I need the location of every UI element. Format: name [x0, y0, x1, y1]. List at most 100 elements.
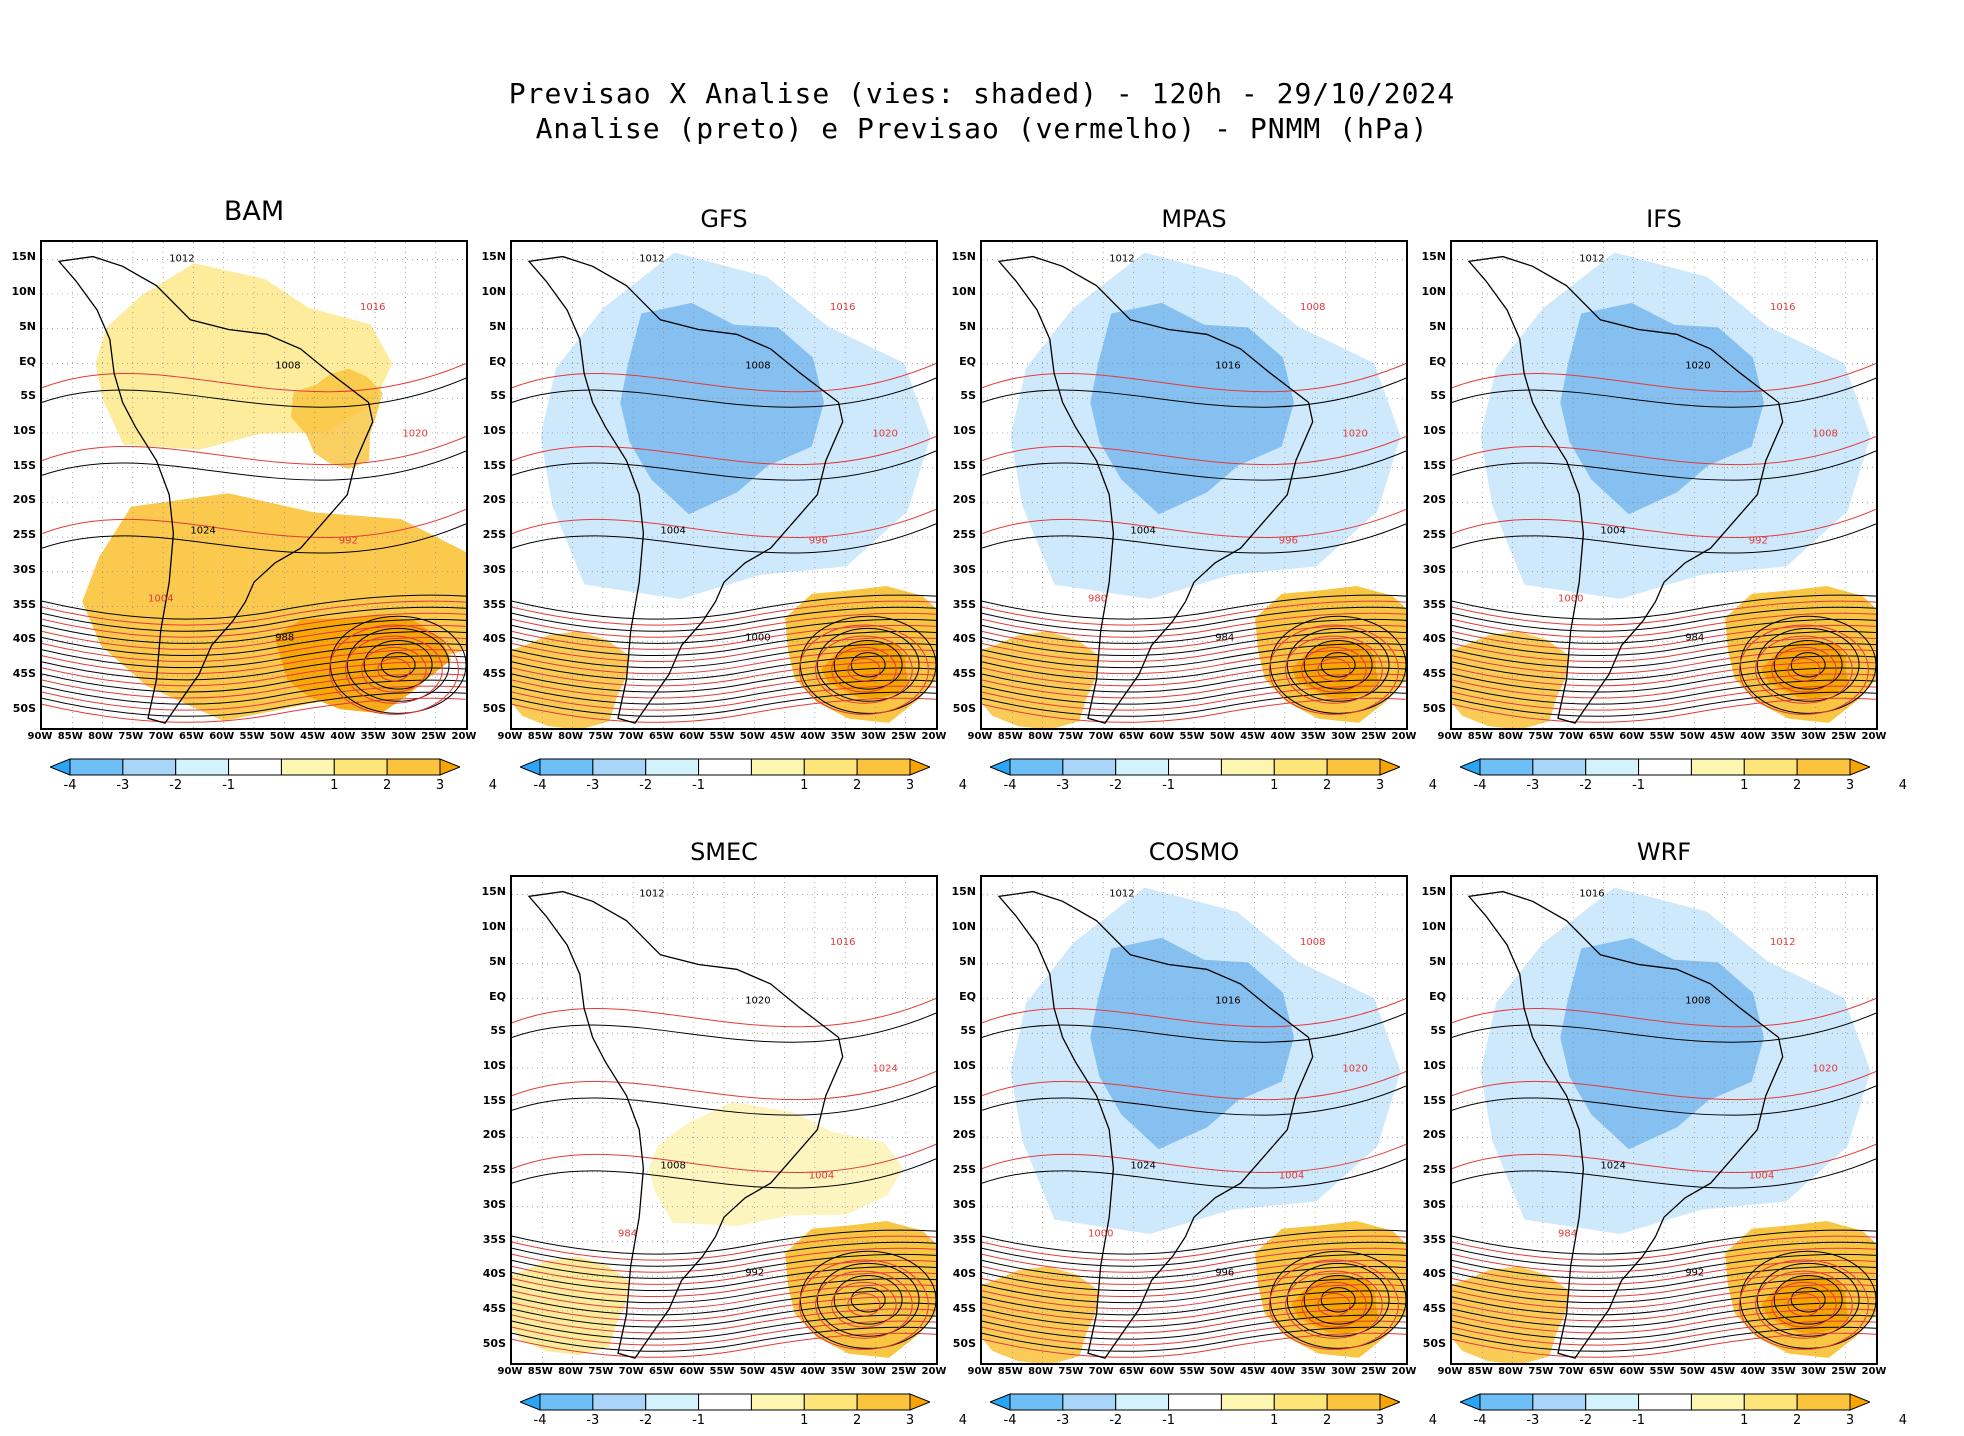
lon-tick-label: 75W — [1528, 1366, 1554, 1377]
lat-tick-label: 40S — [482, 1267, 506, 1281]
lat-tick-label: 10N — [11, 285, 36, 299]
lon-tick-label: 35W — [1300, 1366, 1326, 1377]
colorbar-label: 4 — [1428, 1413, 1437, 1428]
colorbar-label: -3 — [586, 778, 600, 793]
lon-tick-label: 65W — [648, 731, 674, 742]
contour-label: 1020 — [1685, 360, 1710, 371]
lon-tick-label: 60W — [1149, 731, 1175, 742]
colorbar-wrf — [1458, 1393, 1872, 1415]
coastline — [527, 890, 844, 1359]
lon-tick-label: 30W — [1330, 731, 1356, 742]
colorbar-label: -1 — [1632, 778, 1646, 793]
lon-tick-label: 30W — [860, 1366, 886, 1377]
lon-tick-label: 70W — [618, 731, 644, 742]
lon-tick-label: 90W — [497, 731, 523, 742]
bias-shading — [82, 263, 466, 721]
lat-tick-label: 10N — [481, 920, 506, 934]
lat-tick-label: 20S — [1422, 493, 1446, 507]
lon-tick-label: 80W — [558, 1366, 584, 1377]
lon-tick-label: 40W — [1740, 1366, 1766, 1377]
lon-tick-label: 60W — [679, 1366, 705, 1377]
lat-tick-label: EQ — [959, 989, 976, 1003]
lat-tick-label: EQ — [19, 354, 36, 368]
lat-tick-label: 40S — [1422, 1267, 1446, 1281]
lat-tick-label: 45S — [1422, 1301, 1446, 1315]
lon-tick-label: 90W — [967, 731, 993, 742]
lat-tick-label: 15N — [1421, 885, 1446, 899]
panel-title-smec: SMEC — [690, 838, 758, 866]
lat-tick-label: 20S — [482, 493, 506, 507]
lon-tick-label: 85W — [527, 1366, 553, 1377]
lat-tick-label: 35S — [952, 597, 976, 611]
lat-tick-label: 25S — [952, 528, 976, 542]
lat-tick-label: 10S — [482, 423, 506, 437]
lat-tick-label: 30S — [12, 562, 36, 576]
contour-label: 1024 — [1600, 1161, 1625, 1172]
map-canvas-ifs: 1012 1016 1020 1008 1004 992 984 1000 — [1452, 242, 1876, 728]
lon-tick-label: 30W — [1800, 1366, 1826, 1377]
lon-tick-label: 65W — [178, 731, 204, 742]
lat-tick-label: 15N — [951, 250, 976, 264]
lon-tick-label: 55W — [1179, 731, 1205, 742]
figure-title-line1: Previsao X Analise (vies: shaded) - 120h… — [508, 77, 1456, 110]
lon-tick-label: 20W — [1861, 1366, 1887, 1377]
lon-tick-label: 90W — [1437, 1366, 1463, 1377]
lat-tick-label: 15S — [482, 458, 506, 472]
colorbar-label: 2 — [853, 1413, 862, 1428]
map-bam: 1012 1016 1008 1020 1024 992 988 1004 — [40, 240, 468, 730]
lon-tick-label: 45W — [770, 1366, 796, 1377]
lon-tick-label: 35W — [830, 731, 856, 742]
panel-title-bam: BAM — [223, 196, 285, 227]
lat-tick-label: 30S — [482, 1197, 506, 1211]
lon-tick-label: 80W — [1028, 731, 1054, 742]
lon-tick-label: 80W — [558, 731, 584, 742]
contour-label: 992 — [339, 535, 358, 546]
lon-tick-label: 20W — [921, 731, 947, 742]
colorbar-label: -1 — [1632, 1413, 1646, 1428]
pressure-contours — [512, 363, 936, 723]
colorbar-label: 1 — [1740, 1413, 1749, 1428]
lon-tick-label: 35W — [830, 1366, 856, 1377]
lat-tick-label: 10S — [482, 1058, 506, 1072]
colorbar-label: 3 — [1375, 778, 1385, 793]
lon-tick-label: 30W — [390, 731, 416, 742]
colorbar-label: -1 — [1162, 1413, 1176, 1428]
colorbar-label: 4 — [1898, 778, 1907, 793]
lat-tick-label: 5S — [490, 389, 506, 403]
colorbar-label: 2 — [1793, 1413, 1802, 1428]
colorbar-label: -2 — [1579, 778, 1593, 793]
lon-tick-label: 70W — [148, 731, 174, 742]
lon-tick-label: 45W — [770, 731, 796, 742]
contour-label: 1020 — [1342, 428, 1367, 439]
lat-tick-label: 15S — [12, 458, 36, 472]
lon-tick-label: 60W — [1619, 1366, 1645, 1377]
contour-label: 1008 — [1685, 995, 1710, 1006]
lon-tick-label: 85W — [57, 731, 83, 742]
lat-tick-label: 50S — [952, 1336, 976, 1350]
lat-tick-label: 10S — [952, 423, 976, 437]
lat-tick-label: 50S — [1422, 701, 1446, 715]
lat-tick-label: 30S — [952, 1197, 976, 1211]
panel-title-gfs: GFS — [700, 205, 748, 233]
lat-tick-label: 30S — [1422, 1197, 1446, 1211]
lon-tick-label: 65W — [1588, 731, 1614, 742]
lat-tick-label: 35S — [1422, 1232, 1446, 1246]
lon-tick-label: 75W — [1058, 731, 1084, 742]
contour-label: 996 — [1279, 535, 1298, 546]
colorbar-label: -4 — [63, 778, 77, 793]
contour-label: 1008 — [660, 1161, 685, 1172]
colorbar-label: -4 — [533, 1413, 547, 1428]
lat-tick-label: 15S — [1422, 458, 1446, 472]
lat-tick-label: 15S — [952, 1093, 976, 1107]
colorbar-label: 2 — [853, 778, 862, 793]
colorbar-label: 3 — [435, 778, 445, 793]
lon-tick-label: 65W — [1588, 1366, 1614, 1377]
lon-tick-label: 70W — [1558, 731, 1584, 742]
lat-tick-label: 35S — [1422, 597, 1446, 611]
contour-label: 1012 — [639, 888, 664, 899]
lat-tick-label: 10N — [951, 920, 976, 934]
colorbar-label: -2 — [1579, 1413, 1593, 1428]
contour-label: 1012 — [1579, 253, 1604, 264]
lon-tick-label: 65W — [1118, 1366, 1144, 1377]
lon-tick-label: 25W — [1361, 731, 1387, 742]
